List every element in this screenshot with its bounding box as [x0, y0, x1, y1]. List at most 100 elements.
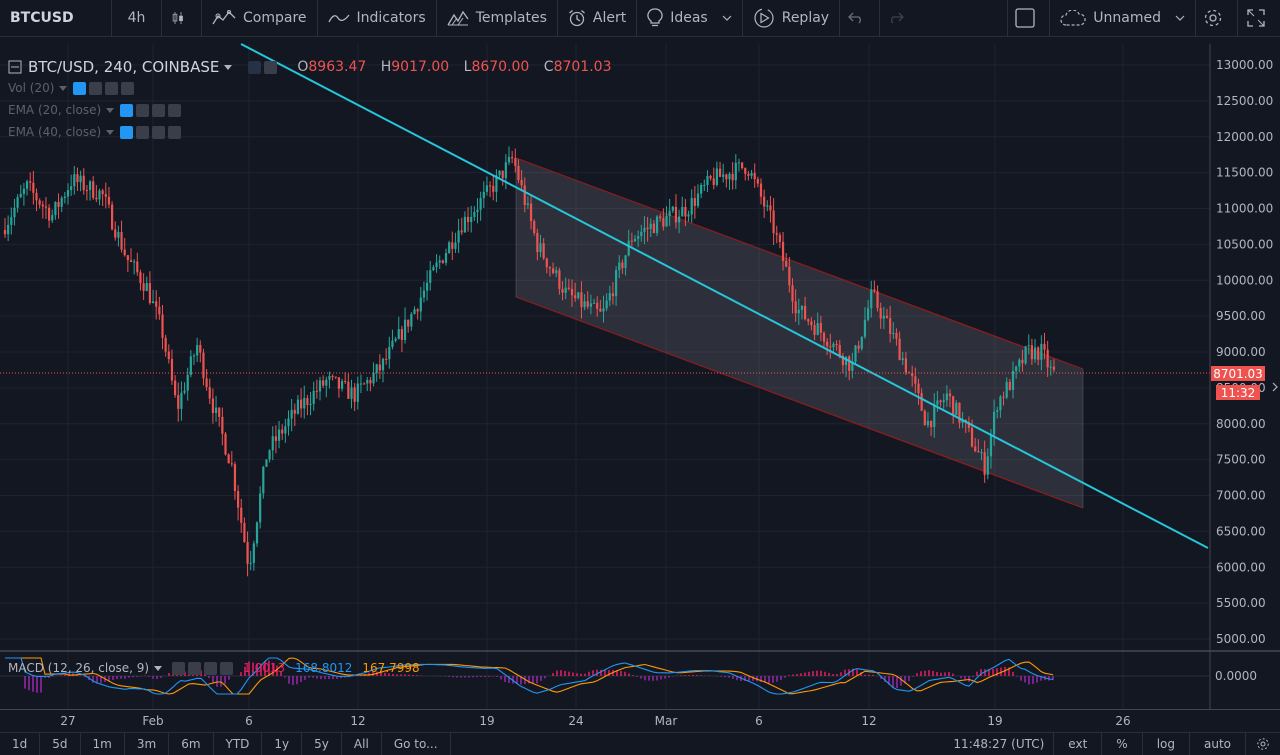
eye-icon[interactable]: [172, 661, 186, 675]
eye-icon[interactable]: [120, 125, 134, 139]
candle-body: [693, 198, 696, 206]
close-icon[interactable]: [121, 81, 135, 95]
redo-button[interactable]: [880, 0, 919, 36]
interval-button[interactable]: 4h: [112, 0, 162, 36]
layout-save-button[interactable]: Unnamed: [1050, 0, 1196, 36]
goto-button[interactable]: Go to...: [382, 733, 451, 755]
trendline[interactable]: [240, 43, 1209, 549]
candle-body: [123, 249, 126, 256]
chart-properties-button[interactable]: [1245, 733, 1280, 755]
fullscreen-select-button[interactable]: [1008, 0, 1051, 36]
close-icon[interactable]: [220, 661, 234, 675]
candle-body: [725, 174, 728, 180]
candle-body: [545, 258, 548, 268]
chart-grid: [0, 44, 1210, 709]
caret-down-icon[interactable]: [59, 85, 68, 91]
candle-body: [366, 379, 369, 384]
plus-icon[interactable]: [152, 103, 166, 117]
price-axis[interactable]: 13000.00 12500.00 12000.00 11500.00 11000.00…: [1216, 58, 1273, 646]
replay-button[interactable]: Replay: [743, 0, 841, 36]
alert-button[interactable]: Alert: [558, 0, 638, 36]
price-tick-label: 12000.00: [1216, 130, 1273, 144]
candle-body: [145, 283, 148, 291]
range-button-6m[interactable]: 6m: [169, 733, 214, 755]
caret-down-icon[interactable]: [106, 107, 115, 113]
candle-body: [586, 301, 589, 307]
time-axis[interactable]: 27 Feb 6 12 19 24 Mar 6 12 19 26: [60, 714, 1130, 728]
candle-body: [759, 183, 763, 197]
gear-icon[interactable]: [136, 125, 150, 139]
candle-body: [552, 268, 555, 274]
plus-icon[interactable]: [152, 125, 166, 139]
candle-body: [807, 319, 810, 322]
fullscreen-button[interactable]: [1238, 0, 1280, 36]
indicators-button[interactable]: Indicators: [318, 0, 437, 36]
range-button-1m[interactable]: 1m: [81, 733, 125, 755]
caret-down-icon[interactable]: [154, 665, 163, 671]
scroll-right-button[interactable]: [1272, 382, 1278, 392]
range-button-1y[interactable]: 1y: [262, 733, 303, 755]
percent-button[interactable]: %: [1101, 733, 1141, 755]
candle-body: [734, 162, 737, 181]
ideas-button[interactable]: Ideas: [637, 0, 743, 36]
gear-icon[interactable]: [136, 103, 150, 117]
gear-icon[interactable]: [89, 81, 103, 95]
range-button-all[interactable]: All: [342, 733, 382, 755]
candle-body: [838, 344, 841, 356]
candle-body: [671, 206, 674, 211]
candle-body: [542, 243, 545, 259]
range-button-5d[interactable]: 5d: [40, 733, 81, 755]
plus-icon[interactable]: [105, 81, 119, 95]
ema40-legend[interactable]: EMA (40, close): [8, 125, 182, 139]
gear-icon[interactable]: [188, 661, 202, 675]
channel-upper-line[interactable]: [515, 157, 1084, 370]
countdown-badge: [1216, 385, 1260, 400]
templates-button[interactable]: Templates: [437, 0, 558, 36]
candle-body: [1011, 371, 1015, 390]
candle-body: [205, 378, 208, 388]
legend-symbol-title[interactable]: BTC/USD, 240, COINBASE: [28, 58, 220, 76]
candle-body: [309, 403, 312, 405]
plus-icon[interactable]: [204, 661, 218, 675]
candle-body: [111, 204, 114, 230]
ema20-legend[interactable]: EMA (20, close): [8, 103, 182, 117]
candle-body: [763, 196, 766, 207]
close-icon[interactable]: [168, 103, 182, 117]
compare-button[interactable]: Compare: [202, 0, 318, 36]
caret-down-icon[interactable]: [224, 64, 233, 70]
auto-button[interactable]: auto: [1188, 733, 1245, 755]
candle-body: [892, 332, 895, 334]
chart-style-button[interactable]: [162, 0, 202, 36]
candle-body: [561, 288, 564, 293]
candle-body: [873, 289, 876, 292]
goto-label: Go to...: [393, 737, 438, 751]
settings-button[interactable]: [1196, 0, 1238, 36]
candle-body: [901, 358, 904, 361]
range-button-1d[interactable]: 1d: [0, 733, 41, 755]
macd-legend[interactable]: MACD (12, 26, close, 9) 1.0013 168.8012 …: [8, 661, 420, 675]
parallel-channel[interactable]: [516, 158, 1083, 508]
candle-body: [290, 409, 293, 419]
log-button[interactable]: log: [1141, 733, 1189, 755]
undo-button[interactable]: [840, 0, 881, 36]
gear-icon[interactable]: [264, 60, 278, 74]
eye-icon[interactable]: [73, 81, 87, 95]
eye-icon[interactable]: [120, 103, 134, 117]
caret-down-icon[interactable]: [106, 129, 115, 135]
ext-label: ext: [1068, 737, 1088, 751]
layout-name-label: Unnamed: [1093, 10, 1161, 26]
symbol-search-button[interactable]: BTCUSD: [0, 0, 112, 36]
candle-body: [589, 303, 592, 307]
vol-legend[interactable]: Vol (20): [8, 81, 135, 95]
range-button-3m[interactable]: 3m: [125, 733, 170, 755]
clock[interactable]: 11:48:27 (UTC): [944, 733, 1053, 755]
candle-body: [92, 181, 95, 198]
candle-body: [101, 190, 104, 195]
range-button-ytd[interactable]: YTD: [214, 733, 263, 755]
range-button-5y[interactable]: 5y: [302, 733, 342, 755]
eye-icon[interactable]: [248, 60, 262, 74]
ext-button[interactable]: ext: [1053, 733, 1101, 755]
close-icon[interactable]: [168, 125, 182, 139]
compare-label: Compare: [243, 10, 307, 26]
